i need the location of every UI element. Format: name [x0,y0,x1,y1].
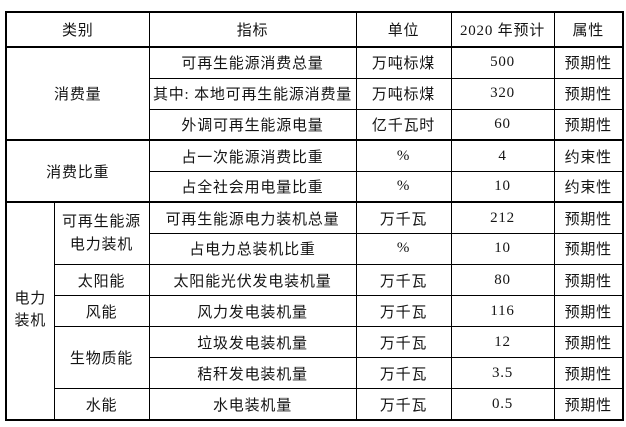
value-cell: 212 [450,201,555,234]
subcategory-cell-renewable-power: 可再生能源电力装机 [53,201,150,266]
attribute-cell: 预期性 [553,46,624,79]
indicator-cell: 其中: 本地可再生能源消费量 [148,77,357,110]
table-row: 风能 风力发电装机量 万千瓦 116 预期性 [6,295,624,328]
category-label: 电力装机 [14,291,47,330]
indicator-cell: 秸秆发电装机量 [148,357,357,390]
header-forecast-2020: 2020 年预计 [450,11,555,49]
header-indicator: 指标 [148,11,357,49]
attribute-cell: 预期性 [553,388,624,421]
value-cell: 80 [450,264,555,297]
subcategory-cell-wind: 风能 [53,295,150,328]
attribute-cell: 预期性 [553,108,624,141]
attribute-cell: 预期性 [553,77,624,110]
unit-cell: % [355,170,452,203]
header-unit: 单位 [355,11,452,49]
table-row: 秸秆发电装机量 万千瓦 3.5 预期性 [6,357,624,390]
indicator-cell: 占一次能源消费比重 [148,139,357,172]
value-cell: 3.5 [450,357,555,390]
table-row: 外调可再生能源电量 亿千瓦时 60 预期性 [6,108,624,141]
subcategory-cell-solar: 太阳能 [53,264,150,297]
unit-cell: 万吨标煤 [355,77,452,110]
subcategory-cell-biomass: 生物质能 [53,326,150,390]
attribute-cell: 约束性 [553,139,624,172]
unit-cell: 万千瓦 [355,201,452,234]
unit-cell: % [355,139,452,172]
value-cell: 10 [450,232,555,266]
unit-cell: 万千瓦 [355,388,452,421]
table-row: 消费量 可再生能源消费总量 万吨标煤 500 预期性 [5,46,624,141]
planning-indicators-table: 类别 指标 单位 2020 年预计 属性 消费量 可再生能源消费总量 万吨标煤 … [5,11,625,421]
category-cell-consumption: 消费量 [5,46,150,141]
header-category: 类别 [5,11,150,49]
attribute-cell: 预期性 [553,201,624,234]
header-row: 类别 指标 单位 2020 年预计 属性 [5,11,624,49]
attribute-cell: 预期性 [553,357,624,390]
table-row: 占全社会用电量比重 % 10 约束性 [6,170,624,203]
table-row: 其中: 本地可再生能源消费量 万吨标煤 320 预期性 [6,77,624,110]
indicator-cell: 可再生能源电力装机总量 [148,201,357,234]
unit-cell: 亿千瓦时 [355,108,452,141]
indicator-cell: 可再生能源消费总量 [148,46,357,79]
table-row: 太阳能 太阳能光伏发电装机量 万千瓦 80 预期性 [6,264,624,297]
category-cell-consumption-share: 消费比重 [5,139,150,203]
subcategory-cell-hydro: 水能 [53,388,150,421]
table-row: 占电力总装机比重 % 10 预期性 [6,232,624,266]
indicator-cell: 占全社会用电量比重 [148,170,357,203]
value-cell: 4 [450,139,555,172]
table-row: 生物质能 垃圾发电装机量 万千瓦 12 预期性 [6,326,624,390]
table-row: 电力装机 可再生能源电力装机 可再生能源电力装机总量 万千瓦 212 预期性 [5,201,624,421]
value-cell: 500 [450,46,555,79]
attribute-cell: 预期性 [553,295,624,328]
attribute-cell: 预期性 [553,264,624,297]
indicator-cell: 太阳能光伏发电装机量 [148,264,357,297]
value-cell: 0.5 [450,388,555,421]
value-cell: 116 [450,295,555,328]
unit-cell: 万千瓦 [355,326,452,359]
unit-cell: 万吨标煤 [355,46,452,79]
indicator-cell: 风力发电装机量 [148,295,357,328]
category-cell-power-capacity: 电力装机 [5,201,55,421]
unit-cell: 万千瓦 [355,295,452,328]
value-cell: 60 [450,108,555,141]
attribute-cell: 预期性 [553,232,624,266]
table-row: 消费比重 占一次能源消费比重 % 4 约束性 [5,139,624,203]
unit-cell: 万千瓦 [355,264,452,297]
value-cell: 12 [450,326,555,359]
value-cell: 10 [450,170,555,203]
indicator-cell: 占电力总装机比重 [148,232,357,266]
attribute-cell: 预期性 [553,326,624,359]
table-row: 水能 水电装机量 万千瓦 0.5 预期性 [6,388,624,421]
value-cell: 320 [450,77,555,110]
attribute-cell: 约束性 [553,170,624,203]
indicator-cell: 水电装机量 [148,388,357,421]
subcategory-label: 可再生能源电力装机 [61,214,141,253]
unit-cell: % [355,232,452,266]
indicator-cell: 垃圾发电装机量 [148,326,357,359]
indicator-cell: 外调可再生能源电量 [148,108,357,141]
unit-cell: 万千瓦 [355,357,452,390]
header-attribute: 属性 [553,11,624,49]
